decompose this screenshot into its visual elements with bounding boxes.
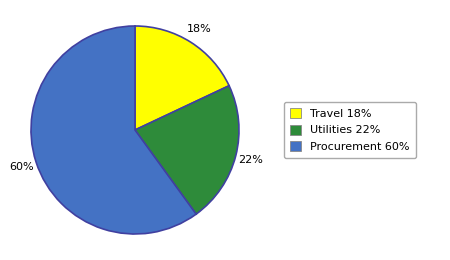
Text: 22%: 22%: [238, 155, 263, 165]
Text: 60%: 60%: [9, 162, 34, 172]
Legend: Travel 18%, Utilities 22%, Procurement 60%: Travel 18%, Utilities 22%, Procurement 6…: [284, 102, 416, 158]
Wedge shape: [135, 86, 239, 214]
Wedge shape: [135, 26, 229, 130]
Wedge shape: [31, 26, 196, 234]
Text: 18%: 18%: [187, 24, 212, 34]
